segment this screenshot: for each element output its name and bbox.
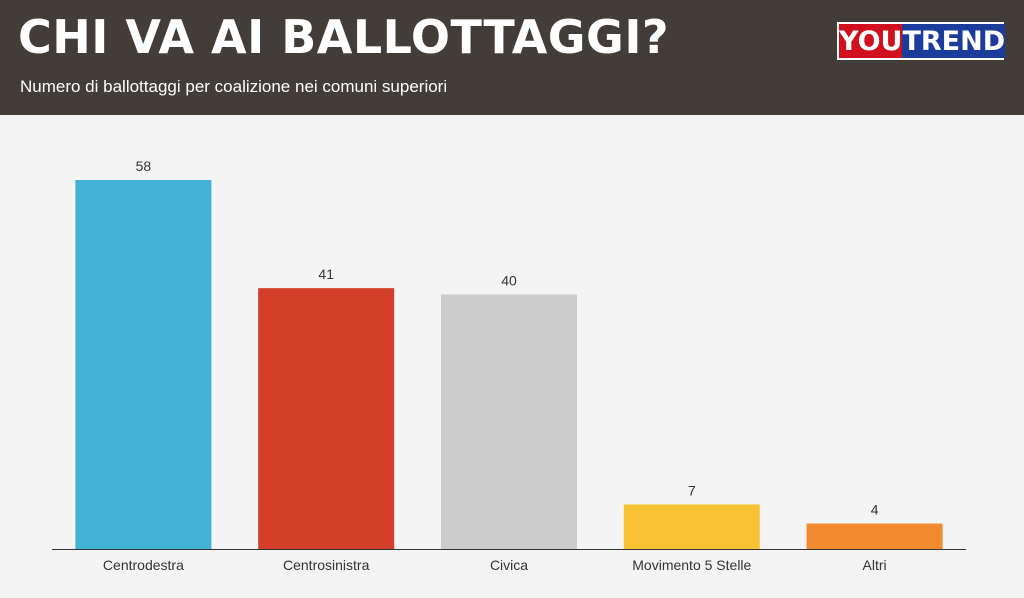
- page-subtitle: Numero di ballottaggi per coalizione nei…: [20, 77, 448, 96]
- category-label: Centrosinistra: [283, 557, 370, 573]
- category-label: Centrodestra: [103, 557, 184, 573]
- category-label: Movimento 5 Stelle: [632, 557, 751, 573]
- category-label: Altri: [863, 557, 887, 573]
- logo-you-text: YOU: [839, 24, 903, 58]
- bar-centrodestra: [75, 180, 212, 549]
- bar-centrosinistra: [258, 288, 395, 549]
- bar-movimento-5-stelle: [623, 504, 760, 549]
- data-label: 40: [501, 273, 517, 289]
- data-label: 58: [136, 158, 152, 174]
- youtrend-logo: YOU TREND: [837, 22, 1006, 60]
- bar-civica: [441, 294, 577, 549]
- category-label: Civica: [490, 557, 528, 573]
- data-label: 4: [871, 502, 879, 518]
- data-label: 7: [688, 482, 696, 498]
- data-label: 41: [318, 266, 334, 282]
- logo-trend-text: TREND: [902, 24, 1006, 58]
- header-bar: CHI VA AI BALLOTTAGGI? Numero di ballott…: [0, 0, 1024, 115]
- bar-altri: [806, 523, 943, 549]
- bar-chart: 58 Centrodestra 41 Centrosinistra 40 Civica 7 M…: [52, 158, 966, 573]
- page-title: CHI VA AI BALLOTTAGGI?: [18, 10, 670, 64]
